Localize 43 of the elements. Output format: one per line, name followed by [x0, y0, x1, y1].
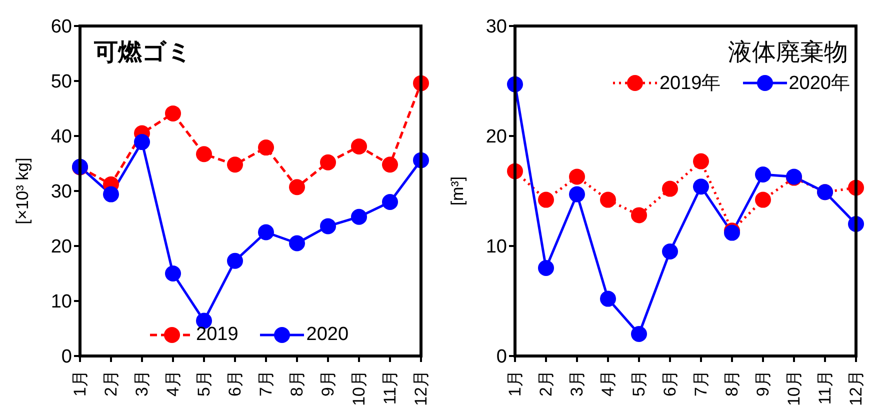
- y-tick-label: 20: [50, 236, 72, 258]
- x-tick-label: 4月: [598, 370, 618, 396]
- x-tick-label: 3月: [132, 370, 152, 396]
- y-tick-label: 10: [50, 292, 72, 313]
- x-tick-label: 12月: [412, 370, 430, 406]
- x-tick-label: 1月: [506, 370, 524, 396]
- x-tick-label: 8月: [722, 370, 742, 396]
- x-tick-label: 6月: [226, 370, 244, 396]
- x-tick-label: 9月: [318, 370, 338, 396]
- legend-label: 2020: [306, 324, 349, 346]
- y-tick-label: 0: [496, 346, 507, 368]
- y-tick-label: 10: [486, 236, 507, 258]
- y-tick-label: 20: [486, 126, 507, 148]
- y-axis-title: [×10³ kg]: [13, 158, 32, 224]
- legend-label: 2019年: [659, 72, 721, 96]
- x-tick-label: 11月: [380, 370, 400, 405]
- y-tick-label: 30: [50, 182, 72, 203]
- text: 可燃ゴミ: [94, 38, 192, 68]
- y-tick-label: 60: [50, 16, 72, 38]
- x-tick-label: 2月: [102, 370, 120, 396]
- y-tick-label: 30: [486, 16, 507, 38]
- y-tick-label: 40: [50, 126, 72, 148]
- x-tick-label: 7月: [692, 370, 710, 396]
- x-tick-label: 10月: [784, 370, 804, 406]
- x-tick-label: 11月: [816, 370, 834, 405]
- x-tick-label: 12月: [846, 370, 866, 406]
- x-tick-label: 5月: [630, 370, 648, 396]
- x-tick-label: 9月: [754, 370, 772, 396]
- y-tick-label: 50: [50, 72, 72, 93]
- legend-label: 2019: [196, 324, 238, 346]
- x-tick-label: 10月: [350, 370, 368, 406]
- x-tick-label: 8月: [288, 370, 306, 396]
- y-tick-label: 0: [61, 346, 72, 368]
- legend-label: 2020年: [788, 72, 850, 96]
- x-tick-label: 1月: [70, 370, 90, 396]
- x-tick-label: 4月: [164, 370, 182, 396]
- x-tick-label: 6月: [660, 370, 680, 396]
- x-tick-label: 5月: [194, 370, 214, 396]
- x-tick-label: 2月: [536, 370, 556, 396]
- x-tick-label: 3月: [568, 370, 586, 396]
- y-axis-title: [m³]: [448, 176, 468, 206]
- x-tick-label: 7月: [256, 370, 276, 396]
- text: 液体廃棄物: [728, 38, 848, 68]
